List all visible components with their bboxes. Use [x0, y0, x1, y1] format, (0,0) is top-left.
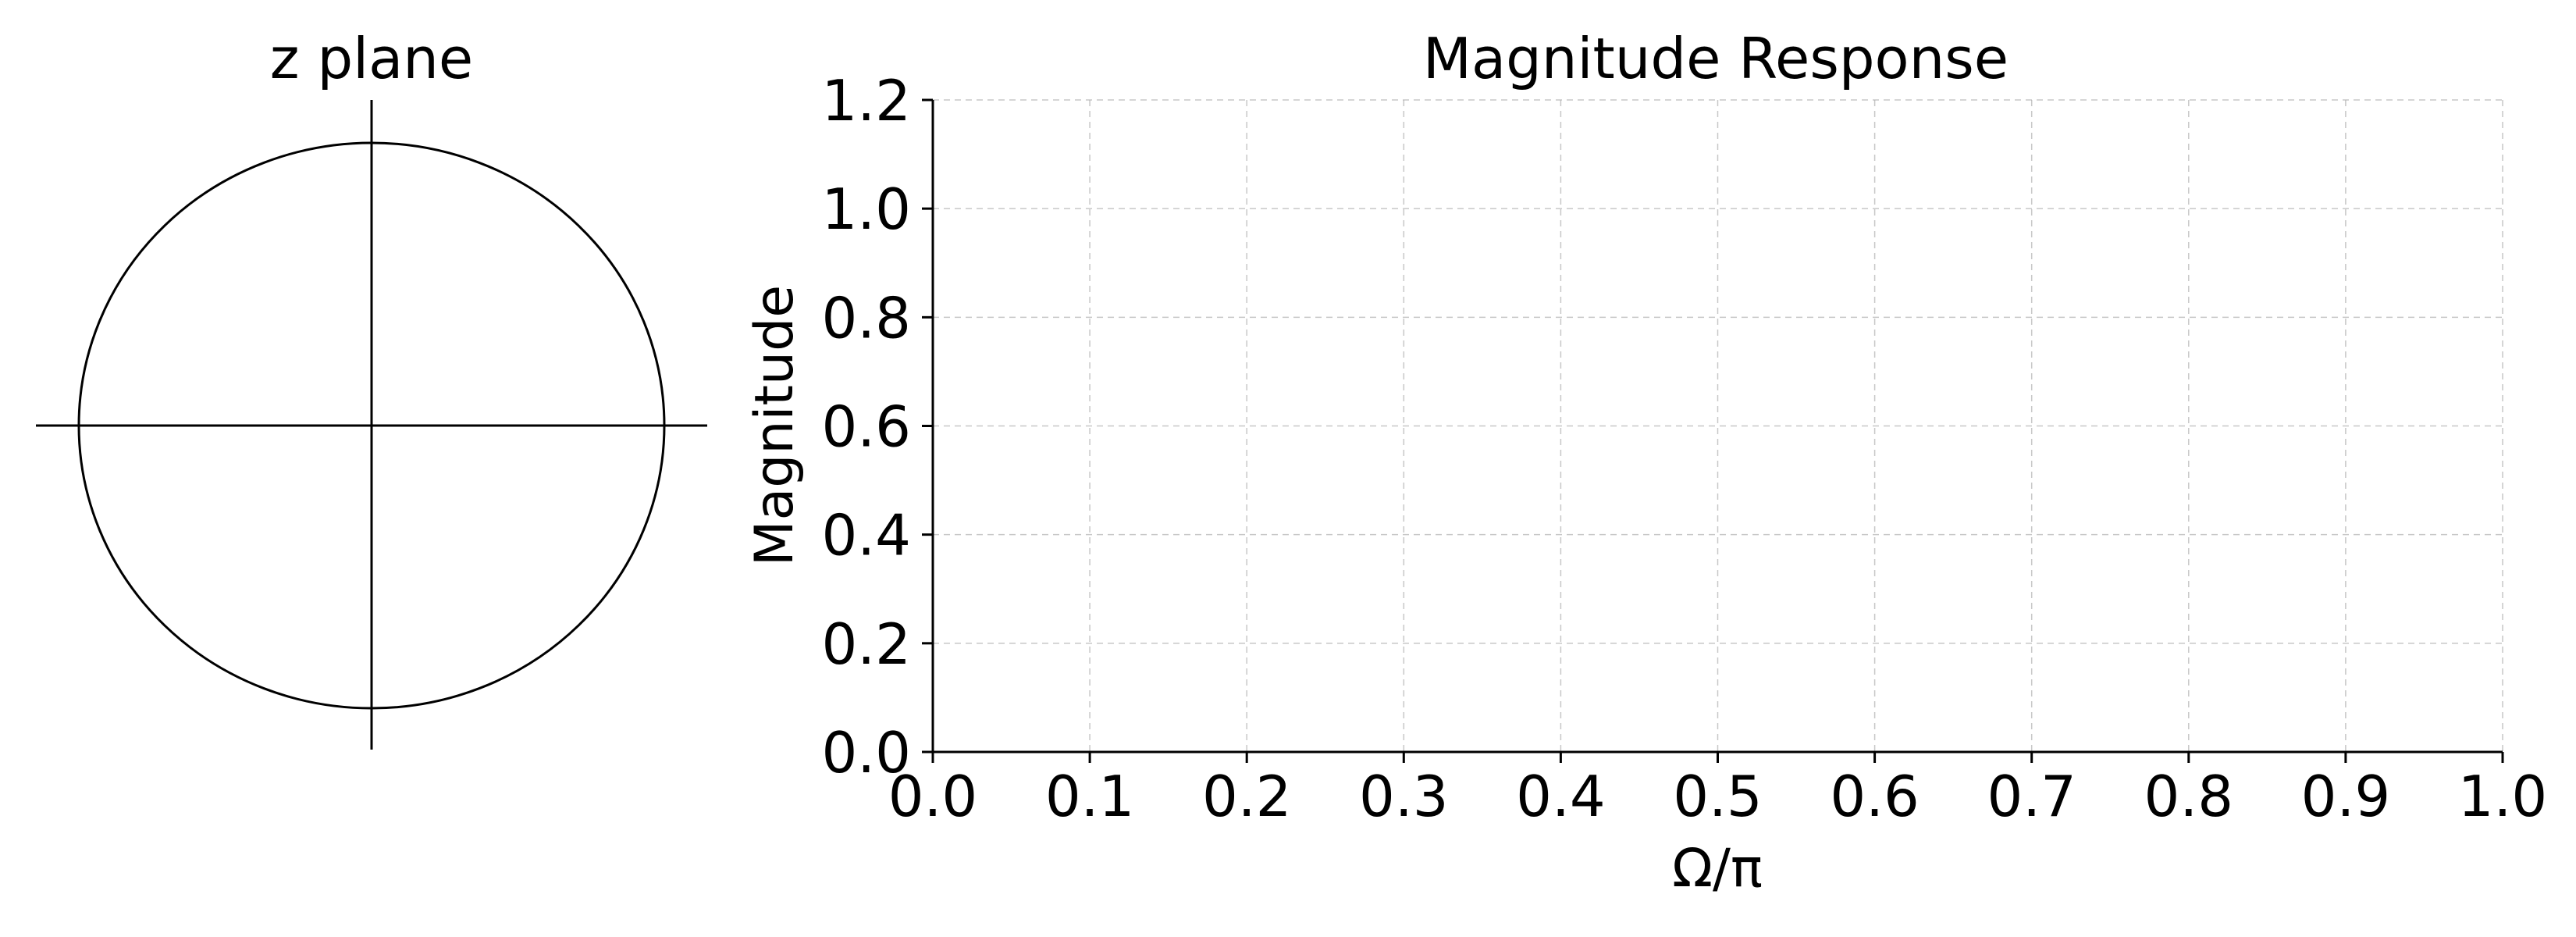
x-tick-label: 0.8 — [2144, 764, 2234, 829]
y-tick-label: 0.2 — [821, 611, 911, 677]
y-tick-label: 0.4 — [821, 503, 911, 568]
y-tick-label: 0.0 — [821, 720, 911, 786]
x-tick-label: 0.1 — [1045, 764, 1135, 829]
x-tick-label: 0.4 — [1516, 764, 1606, 829]
magnitude-xlabel: Ω/π — [1672, 838, 1763, 900]
magnitude-panel: Magnitude Response 0.0 0.1 0.2 0.3 0.4 0.5 0.6… — [744, 26, 2547, 900]
x-tick-label: 0.3 — [1359, 764, 1449, 829]
magnitude-ylabel: Magnitude — [744, 285, 806, 566]
z-plane-unit-circle — [77, 141, 666, 710]
x-tick-label: 1.0 — [2458, 764, 2548, 829]
magnitude-title: Magnitude Response — [1423, 26, 2008, 91]
x-tick-label: 0.2 — [1202, 764, 1292, 829]
magnitude-grid — [933, 99, 2503, 752]
magnitude-x-ticks: 0.0 0.1 0.2 0.3 0.4 0.5 0.6 0.7 0.8 0.9 1.0 — [888, 752, 2548, 829]
y-tick-label: 0.6 — [821, 394, 911, 460]
y-tick-label: 1.2 — [821, 68, 911, 134]
y-tick-label: 1.0 — [821, 176, 911, 242]
z-plane-panel: z plane — [36, 26, 707, 750]
x-tick-label: 0.0 — [888, 764, 978, 829]
y-tick-label: 0.8 — [821, 285, 911, 351]
x-tick-label: 0.7 — [1987, 764, 2076, 829]
z-plane-title: z plane — [270, 26, 473, 91]
x-tick-label: 0.6 — [1830, 764, 1920, 829]
x-tick-label: 0.5 — [1673, 764, 1763, 829]
magnitude-y-ticks: 0.0 0.2 0.4 0.6 0.8 1.0 1.2 — [821, 68, 933, 786]
x-tick-label: 0.9 — [2301, 764, 2391, 829]
